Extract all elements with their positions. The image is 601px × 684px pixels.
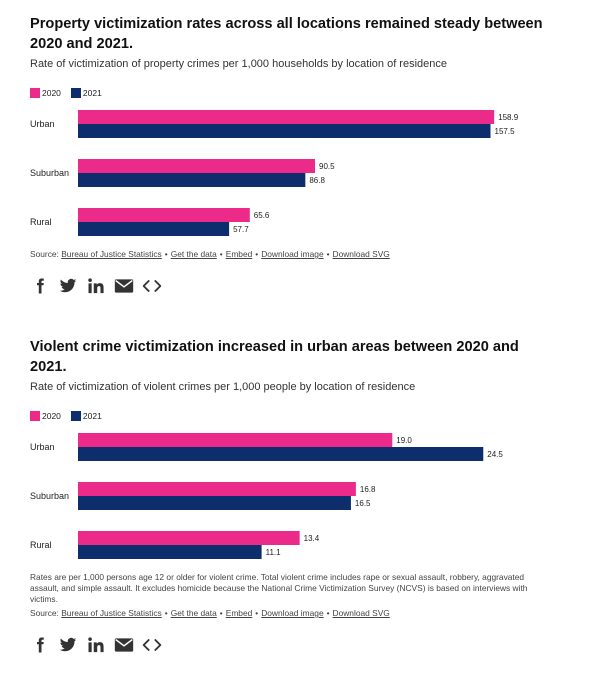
- legend-swatch-2021: [70, 411, 81, 421]
- bar-2020: [78, 110, 495, 124]
- bar-chart-violent: Urban 19.0 24.5 Suburban 16.8 16.5 Rural 13.4 11…: [30, 433, 503, 559]
- legend-item-2021: 2021: [70, 411, 102, 421]
- legend-swatch-2020: [30, 88, 40, 98]
- data-label: 157.5: [495, 127, 516, 136]
- category-label: Rural: [30, 217, 52, 227]
- category-label: Suburban: [30, 491, 69, 501]
- email-icon[interactable]: [114, 276, 134, 296]
- data-label: 86.8: [309, 176, 325, 185]
- category-label: Rural: [30, 540, 52, 550]
- separator: •: [219, 249, 223, 259]
- bar-2020: [78, 433, 393, 447]
- link-download-image[interactable]: Download image: [261, 608, 324, 618]
- bar-chart-property: Urban 158.9 157.5 Suburban 90.5 86.8 Rural 65.6…: [30, 110, 519, 236]
- bar-2021: [78, 222, 230, 236]
- category-label: Urban: [30, 442, 55, 452]
- chart-subtitle: Rate of victimization of property crimes…: [30, 58, 447, 70]
- link-embed[interactable]: Embed: [225, 608, 253, 618]
- separator: •: [326, 608, 330, 618]
- twitter-icon[interactable]: [58, 635, 78, 655]
- source-line: Source: Bureau of Justice Statistics • Get…: [30, 608, 570, 619]
- source-line: Source: Bureau of Justice Statistics • Get…: [30, 249, 570, 260]
- legend: 2020 2021: [30, 410, 570, 422]
- data-label: 65.6: [254, 211, 270, 220]
- legend-label-2021: 2021: [82, 88, 102, 98]
- twitter-icon[interactable]: [58, 276, 78, 296]
- bar-2021: [78, 545, 262, 559]
- facebook-icon[interactable]: [30, 635, 50, 655]
- bar-2020: [78, 159, 316, 173]
- legend-swatch-2021: [70, 88, 81, 98]
- link-get-data[interactable]: Get the data: [170, 249, 217, 259]
- bar-2021: [78, 447, 484, 461]
- chart-title: Property victimization rates across all …: [30, 16, 543, 52]
- link-download-svg[interactable]: Download SVG: [332, 249, 390, 259]
- legend: 2020 2021: [30, 87, 570, 99]
- bar-2021: [78, 173, 306, 187]
- link-embed[interactable]: Embed: [225, 249, 253, 259]
- separator: •: [255, 249, 259, 259]
- bar-2020: [78, 208, 250, 222]
- data-label: 19.0: [396, 436, 412, 445]
- embed-code-icon[interactable]: [142, 635, 162, 655]
- legend-label-2021: 2021: [82, 411, 102, 421]
- chart-title: Violent crime victimization increased in…: [30, 339, 519, 375]
- link-bjs[interactable]: Bureau of Justice Statistics: [61, 608, 162, 618]
- bar-2021: [78, 496, 351, 510]
- chart-subtitle: Rate of victimization of violent crimes …: [30, 381, 416, 393]
- share-bar: [30, 276, 570, 296]
- data-label: 57.7: [233, 225, 249, 234]
- separator: •: [219, 608, 223, 618]
- separator: •: [164, 249, 168, 259]
- separator: •: [164, 608, 168, 618]
- link-get-data[interactable]: Get the data: [170, 608, 217, 618]
- legend-label-2020: 2020: [42, 411, 61, 421]
- link-download-image[interactable]: Download image: [261, 249, 324, 259]
- legend-item-2020: 2020: [30, 88, 61, 98]
- bar-2020: [78, 531, 300, 545]
- legend-label-2020: 2020: [42, 88, 61, 98]
- data-label: 16.5: [355, 499, 371, 508]
- link-download-svg[interactable]: Download SVG: [332, 608, 390, 618]
- chart-section-property: Property victimization rates across all …: [30, 14, 570, 296]
- data-label: 90.5: [319, 162, 335, 171]
- facebook-icon[interactable]: [30, 276, 50, 296]
- linkedin-icon[interactable]: [86, 635, 106, 655]
- data-label: 11.1: [266, 548, 282, 557]
- data-label: 13.4: [304, 534, 320, 543]
- legend-item-2020: 2020: [30, 411, 61, 421]
- data-label: 24.5: [487, 450, 503, 459]
- linkedin-icon[interactable]: [86, 276, 106, 296]
- legend-item-2021: 2021: [70, 88, 102, 98]
- category-label: Urban: [30, 119, 55, 129]
- separator: •: [326, 249, 330, 259]
- share-bar: [30, 635, 570, 655]
- category-label: Suburban: [30, 168, 69, 178]
- legend-swatch-2020: [30, 411, 40, 421]
- separator: •: [255, 608, 259, 618]
- chart-section-violent: Violent crime victimization increased in…: [30, 337, 570, 655]
- data-label: 158.9: [498, 113, 519, 122]
- bar-2020: [78, 482, 356, 496]
- source-prefix: Source:: [30, 249, 59, 259]
- source-prefix: Source:: [30, 608, 59, 618]
- chart-note: Rates are per 1,000 persons age 12 or ol…: [30, 572, 528, 604]
- link-bjs[interactable]: Bureau of Justice Statistics: [61, 249, 162, 259]
- email-icon[interactable]: [114, 635, 134, 655]
- data-label: 16.8: [360, 485, 376, 494]
- bar-2021: [78, 124, 491, 138]
- embed-code-icon[interactable]: [142, 276, 162, 296]
